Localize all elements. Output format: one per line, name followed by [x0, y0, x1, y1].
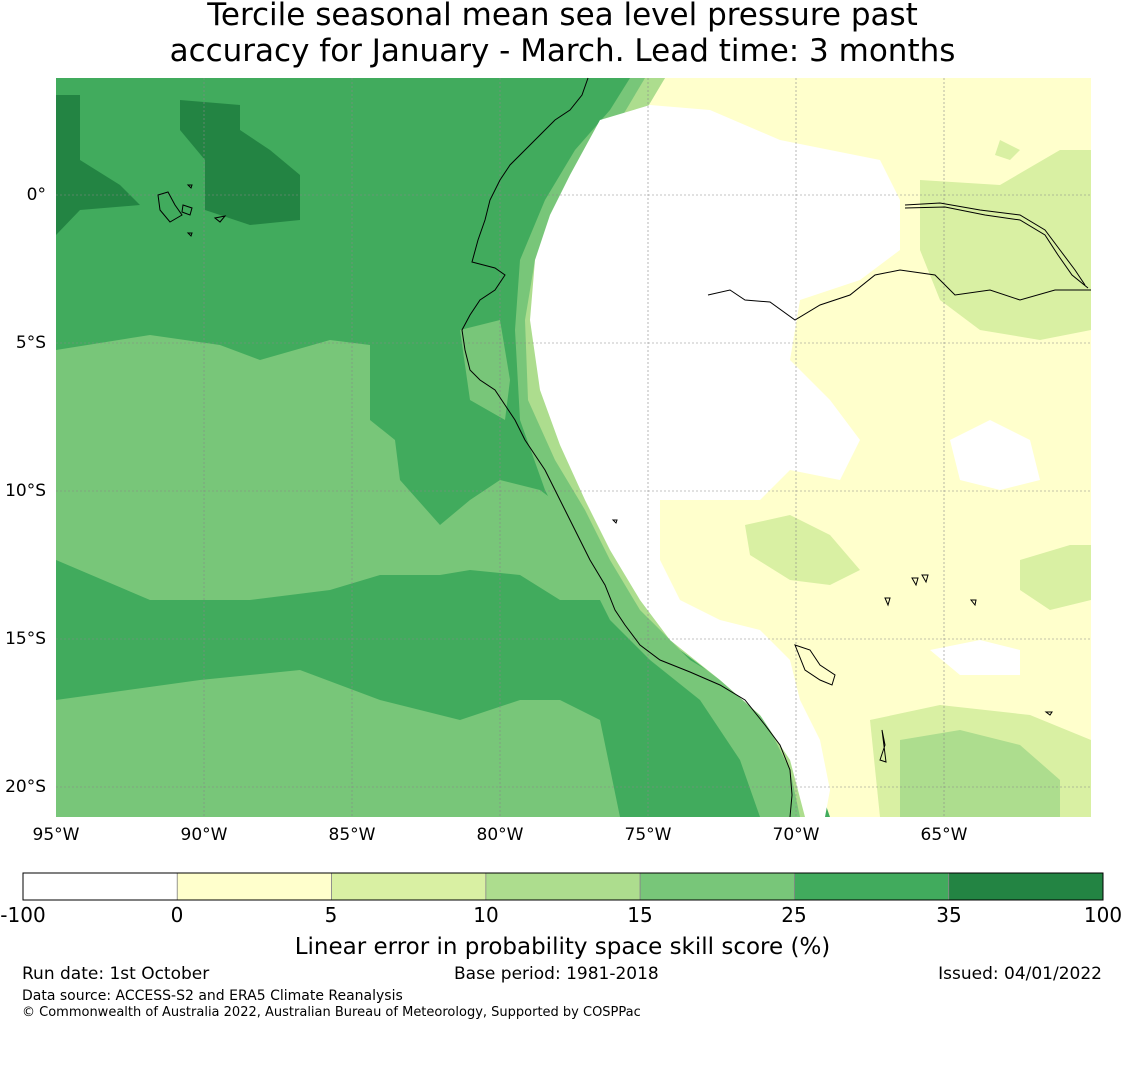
- colorbar-cell: [22, 872, 178, 901]
- lake: [911, 577, 919, 587]
- island: [181, 204, 193, 216]
- colorbar-tick-label: 35: [936, 903, 962, 927]
- lat-label: 10°S: [5, 481, 46, 501]
- colorbar-cell: [794, 872, 950, 901]
- colorbar-tick-label: -100: [0, 903, 46, 927]
- lon-label: 65°W: [920, 825, 968, 845]
- colorbar-tick-label: 5: [324, 903, 338, 927]
- lon-label: 90°W: [180, 825, 228, 845]
- data-source: Data source: ACCESS-S2 and ERA5 Climate …: [22, 988, 403, 1004]
- issued-date: Issued: 04/01/2022: [938, 964, 1102, 984]
- river: [904, 202, 1086, 286]
- region-fill: [56, 670, 620, 817]
- lon-label: 75°W: [624, 825, 672, 845]
- region-fill: [56, 95, 140, 235]
- run-date: Run date: 1st October: [22, 964, 210, 984]
- river: [707, 269, 1091, 321]
- lake: [1044, 711, 1053, 716]
- lake: [794, 644, 836, 686]
- colorbar-tick-label: 10: [473, 903, 499, 927]
- copyright: © Commonwealth of Australia 2022, Austra…: [22, 1005, 641, 1020]
- region-fill: [995, 140, 1020, 160]
- lon-label: 70°W: [772, 825, 820, 845]
- river: [904, 206, 1089, 289]
- region-fill: [460, 320, 510, 420]
- chart-title-line-1: Tercile seasonal mean sea level pressure…: [207, 0, 918, 33]
- region-fill: [56, 335, 610, 600]
- island: [213, 215, 227, 223]
- region-fill: [745, 515, 860, 585]
- colorbar-label: Linear error in probability space skill …: [294, 934, 831, 960]
- region-fill: [920, 150, 1091, 340]
- skill-score-map: [56, 77, 1091, 818]
- region-fill: [900, 730, 1060, 817]
- lake: [884, 597, 891, 607]
- region-fill: [180, 100, 300, 225]
- coastline: [461, 77, 793, 818]
- lat-label: 15°S: [5, 629, 46, 649]
- lon-label: 85°W: [328, 825, 376, 845]
- lat-label: 20°S: [5, 777, 46, 797]
- base-period: Base period: 1981-2018: [454, 964, 659, 984]
- lake: [611, 519, 618, 524]
- chart-title-line-2: accuracy for January - March. Lead time:…: [169, 33, 956, 69]
- region-fill: [950, 420, 1040, 490]
- lake: [969, 599, 977, 607]
- colorbar-cell: [176, 872, 332, 901]
- lat-label: 5°S: [15, 333, 46, 353]
- lake: [879, 729, 887, 763]
- lake: [921, 574, 929, 584]
- colorbar-tick-label: 15: [627, 903, 653, 927]
- colorbar: [22, 872, 1104, 901]
- island: [186, 184, 193, 189]
- lon-label: 95°W: [32, 825, 80, 845]
- colorbar-cell: [331, 872, 487, 901]
- colorbar-cell: [639, 872, 795, 901]
- colorbar-tick-label: 0: [170, 903, 184, 927]
- region-fill: [930, 640, 1020, 675]
- region-fill: [530, 105, 900, 817]
- island: [157, 191, 183, 223]
- lon-label: 80°W: [476, 825, 524, 845]
- colorbar-cell: [948, 872, 1104, 901]
- island: [186, 232, 193, 237]
- region-fill: [1020, 545, 1091, 610]
- colorbar-cell: [485, 872, 641, 901]
- colorbar-tick-label: 100: [1083, 903, 1123, 927]
- colorbar-tick-label: 25: [781, 903, 807, 927]
- lat-label: 0°: [26, 185, 46, 205]
